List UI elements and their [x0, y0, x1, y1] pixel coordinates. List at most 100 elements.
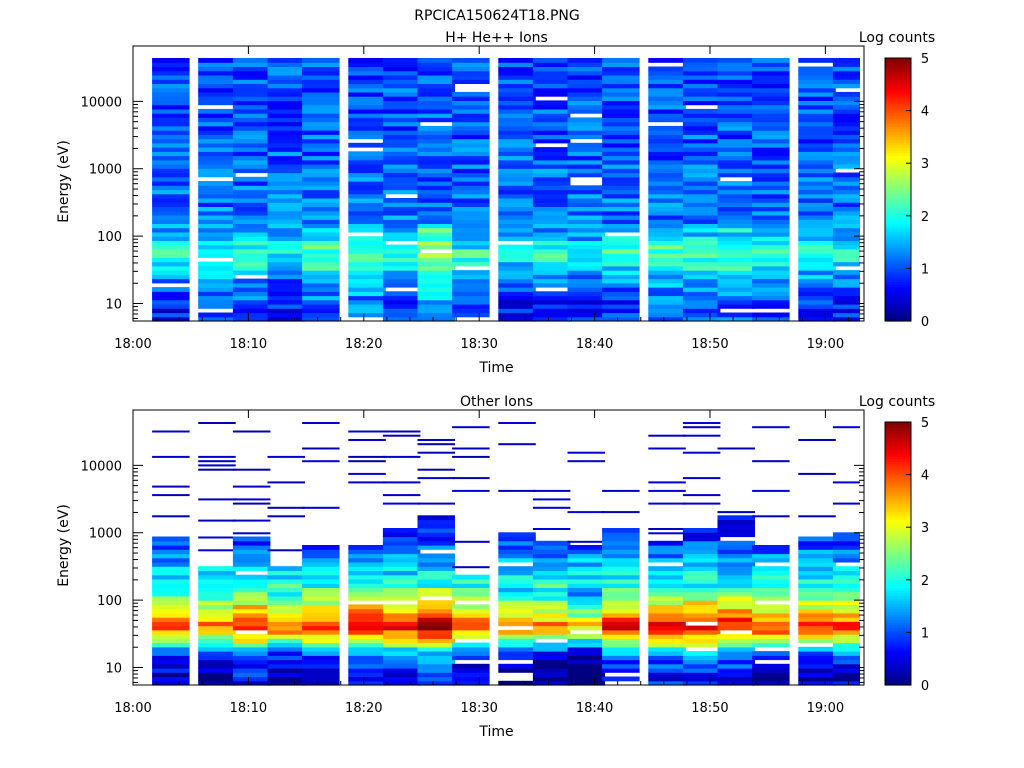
heatmap-cell [417, 587, 455, 593]
heatmap-cell [302, 680, 340, 686]
heatmap-cell [567, 108, 605, 114]
heatmap-cell [348, 66, 386, 72]
heatmap-cell [152, 291, 190, 297]
colorbar-swatch [885, 464, 911, 468]
heatmap-cell [682, 117, 721, 123]
heatmap-cell [602, 562, 640, 567]
heatmap-cell [232, 104, 271, 110]
heatmap-cell [152, 646, 190, 652]
heatmap-cell [832, 638, 860, 644]
heatmap-cell [567, 291, 605, 297]
heatmap-cell [302, 672, 340, 678]
heatmap-cell [498, 261, 536, 267]
heatmap-cell [798, 265, 836, 271]
heatmap-cell [152, 261, 190, 267]
heatmap-cell [417, 147, 455, 152]
heatmap-cell [832, 66, 860, 72]
heatmap-cell [752, 147, 790, 152]
heatmap-cell [832, 308, 860, 314]
colorbar-swatch [885, 255, 911, 259]
heatmap-cell [798, 257, 836, 263]
heatmap-cell [152, 181, 190, 186]
colorbar-swatch [885, 611, 911, 615]
colorbar-swatch [885, 239, 911, 243]
heatmap-cell [232, 206, 271, 212]
heatmap-cell [198, 168, 236, 174]
heatmap-cell [717, 562, 755, 567]
heatmap-cell [232, 270, 271, 275]
heatmap-cell [382, 66, 421, 72]
heatmap-cell [532, 155, 571, 161]
heatmap-cell [348, 583, 386, 588]
heatmap-cell [382, 108, 421, 114]
colorbar-swatch [885, 271, 911, 275]
heatmap-cell [152, 651, 190, 656]
heatmap-cell [602, 164, 640, 169]
heatmap-cell [832, 651, 860, 656]
heatmap-cell [648, 304, 686, 309]
x-tick-label: 18:20 [345, 701, 382, 716]
heatmap-cell [832, 58, 860, 63]
heatmap-cell [682, 66, 721, 72]
heatmap-cell [567, 134, 605, 140]
heatmap-cell [682, 545, 721, 550]
heatmap-cell [302, 66, 340, 72]
heatmap-cell [232, 549, 271, 555]
heatmap-cell [382, 172, 421, 178]
heatmap-cell [532, 282, 571, 288]
heatmap-cell [798, 680, 836, 686]
heatmap-cell [267, 570, 305, 576]
colorbar-swatch [885, 600, 911, 605]
heatmap-cell [648, 265, 686, 271]
heatmap-cell [532, 91, 571, 97]
heatmap-cell [717, 523, 755, 529]
heatmap-cell [532, 172, 571, 178]
heatmap-cell [152, 87, 190, 93]
heatmap-cell [198, 291, 236, 297]
heatmap-cell [717, 274, 755, 280]
heatmap-cell [382, 430, 421, 433]
heatmap-cell [602, 172, 640, 178]
heatmap-cell [452, 91, 490, 97]
heatmap-cell [752, 604, 790, 610]
heatmap-cell [302, 168, 340, 174]
heatmap-cell [152, 430, 190, 433]
heatmap-cell [198, 608, 236, 614]
heatmap-cell [267, 219, 305, 224]
heatmap-cell [152, 176, 190, 182]
heatmap-cell [752, 545, 790, 550]
heatmap-cell [567, 600, 605, 605]
heatmap-cell [302, 79, 340, 84]
heatmap-cell [832, 130, 860, 135]
colorbar-swatch [885, 640, 911, 644]
heatmap-cell [498, 634, 536, 639]
heatmap-cell [532, 663, 571, 669]
heatmap-cell [198, 634, 236, 639]
heatmap-cell [417, 451, 455, 454]
heatmap-cell [152, 159, 190, 165]
heatmap-cell [498, 287, 536, 292]
heatmap-cell [382, 570, 421, 576]
heatmap-cell [302, 634, 340, 639]
heatmap-cell [532, 134, 571, 140]
heatmap-cell [832, 134, 860, 140]
heatmap-cell [682, 629, 721, 635]
heatmap-cell [532, 227, 571, 233]
heatmap-cell [198, 244, 236, 250]
heatmap-cell [498, 566, 536, 571]
heatmap-cell [232, 257, 271, 263]
heatmap-cell [832, 668, 860, 673]
heatmap-cell [267, 117, 305, 123]
heatmap-cell [152, 274, 190, 280]
heatmap-cell [798, 659, 836, 665]
heatmap-cell [348, 472, 386, 475]
heatmap-cell [532, 274, 571, 280]
heatmap-cell [417, 58, 455, 63]
heatmap-cell [498, 181, 536, 186]
heatmap-cell [832, 159, 860, 165]
heatmap-cell [382, 138, 421, 144]
heatmap-cell [752, 108, 790, 114]
heatmap-cell [348, 62, 386, 67]
colorbar-swatch [885, 123, 911, 127]
heatmap-cell [682, 570, 721, 576]
